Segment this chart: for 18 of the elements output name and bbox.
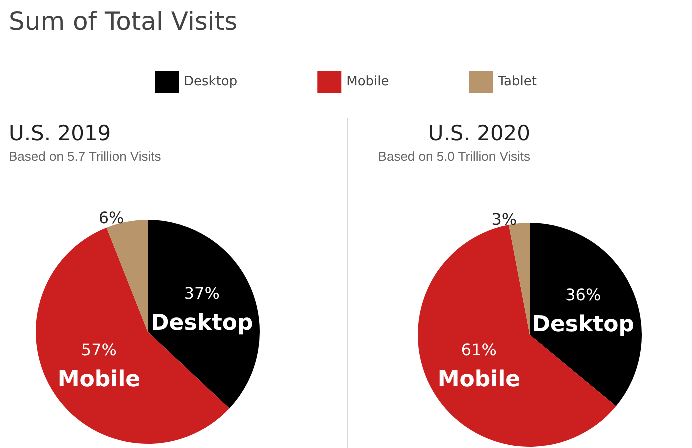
slice-label: Mobile xyxy=(438,368,521,393)
data-label: 61% xyxy=(461,340,497,360)
legend-label: Desktop xyxy=(184,74,238,90)
text: Based on 5.7 Trillion Visits xyxy=(9,149,162,164)
slice-label: Mobile xyxy=(58,368,141,393)
text: Sum of Total Visits xyxy=(9,7,238,36)
data-label: 36% xyxy=(566,285,602,304)
data-label: 6% xyxy=(98,208,124,228)
legend-label: Mobile xyxy=(346,74,390,90)
chart-subtitle: Based on 5.0 Trillion Visits xyxy=(378,149,532,164)
legend-label: Tablet xyxy=(497,74,537,90)
chart-title: U.S. 2020 xyxy=(428,122,531,146)
data-label: 57% xyxy=(81,340,117,360)
slice-label: Desktop xyxy=(151,311,254,336)
data-label: 37% xyxy=(184,284,220,304)
slice-label: Desktop xyxy=(532,312,635,338)
data-label: 3% xyxy=(492,210,518,230)
text: U.S. 2019 xyxy=(9,122,112,146)
